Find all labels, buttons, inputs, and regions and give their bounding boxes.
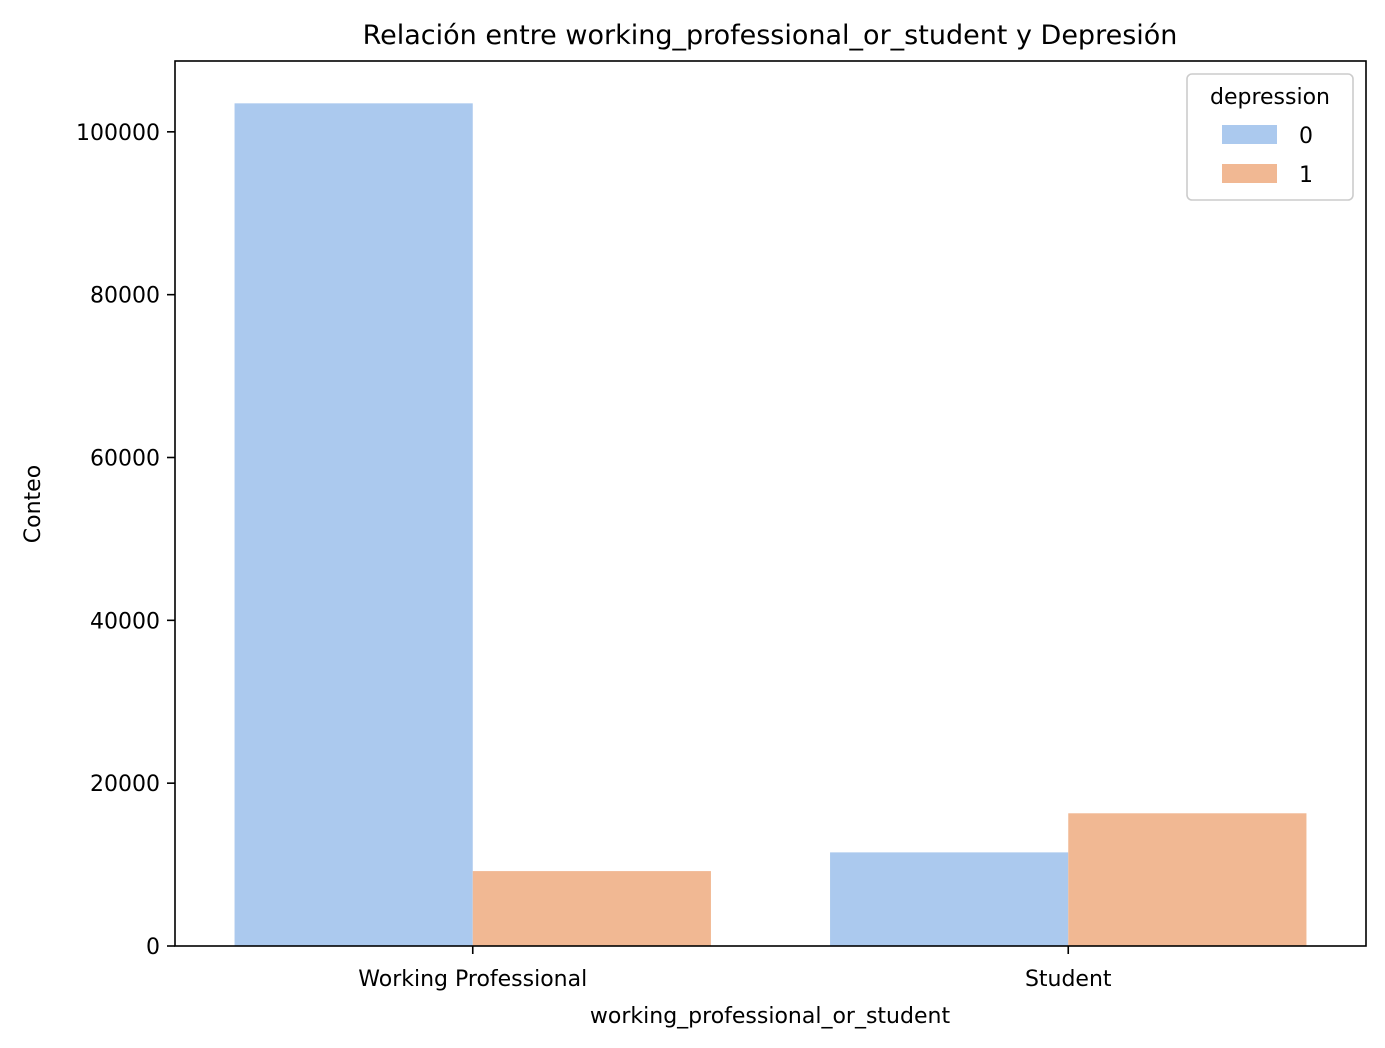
bar-0-1 [830, 852, 1069, 946]
x-axis-label: working_professional_or_student [590, 1004, 951, 1029]
y-tick-label-5: 100000 [76, 121, 160, 146]
y-tick-label-0: 0 [146, 935, 160, 960]
bars-group [234, 103, 1307, 946]
legend: depression 0 1 [1186, 73, 1354, 201]
y-tick-label-3: 60000 [90, 446, 160, 471]
bar-1-0 [472, 871, 711, 946]
x-axis: Working Professional Student [358, 946, 1112, 992]
y-tick-label-4: 80000 [90, 284, 160, 309]
y-tick-label-1: 20000 [90, 772, 160, 797]
legend-swatch-1 [1222, 164, 1277, 183]
legend-swatch-0 [1222, 125, 1277, 144]
legend-title: depression [1210, 85, 1330, 110]
legend-label-1: 1 [1299, 163, 1313, 188]
y-axis: 0 20000 40000 60000 80000 100000 [76, 121, 175, 960]
legend-label-0: 0 [1299, 124, 1313, 149]
y-tick-label-2: 40000 [90, 609, 160, 634]
x-tick-label-0: Working Professional [358, 967, 587, 992]
plot-frame [174, 60, 1367, 947]
y-axis-label: Conteo [21, 465, 46, 543]
chart-title: Relación entre working_professional_or_s… [363, 20, 1178, 51]
bar-0-0 [234, 103, 473, 946]
bar-1-1 [1068, 813, 1307, 946]
x-tick-label-1: Student [1025, 967, 1112, 992]
